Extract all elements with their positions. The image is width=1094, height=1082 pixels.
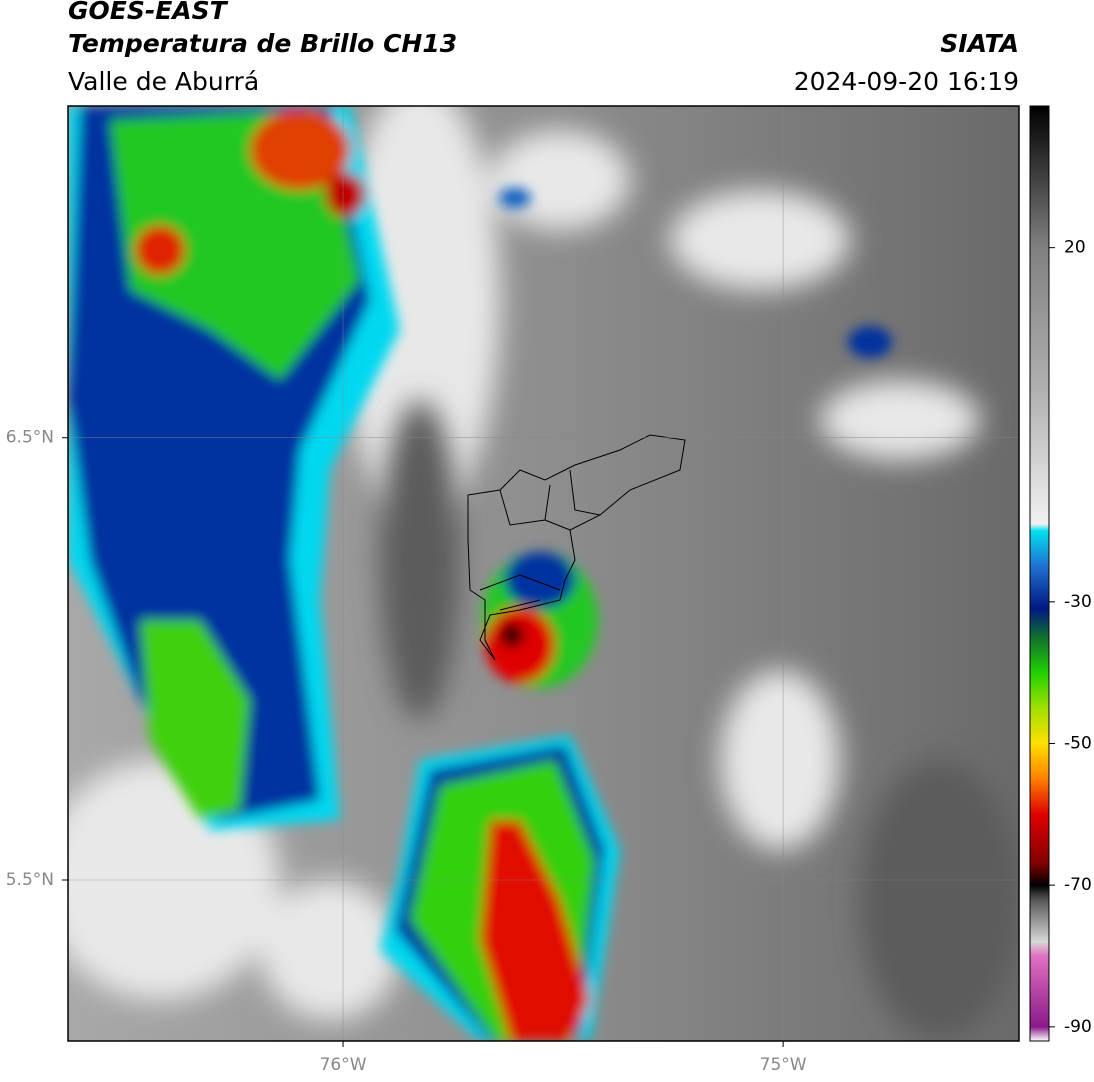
source: SIATA (940, 29, 1019, 58)
municipal-boundaries (467, 434, 686, 661)
x-tick-label: 75°W (760, 1055, 807, 1075)
colorbar-tick-label: -90 (1064, 1017, 1092, 1037)
colorbar-tick-label: -70 (1064, 875, 1092, 895)
colorbar-tick-label: 20 (1064, 238, 1086, 258)
y-tick-label: 6.5°N (6, 428, 54, 448)
region: Valle de Aburrá (68, 67, 259, 96)
colorbar (1030, 106, 1049, 1041)
colorbar-tick-label: -30 (1064, 592, 1092, 612)
colorbar-frame (1029, 105, 1050, 1042)
colorbar-tick-label: -50 (1064, 734, 1092, 754)
subtitle: Temperatura de Brillo CH13 (68, 29, 457, 58)
title: GOES-EAST (68, 0, 229, 25)
datetime: 2024-09-20 16:19 (794, 67, 1019, 96)
satellite-image (68, 106, 1019, 1041)
x-tick-label: 76°W (320, 1055, 367, 1075)
y-tick-label: 5.5°N (6, 870, 54, 890)
map-frame (67, 105, 1020, 1042)
